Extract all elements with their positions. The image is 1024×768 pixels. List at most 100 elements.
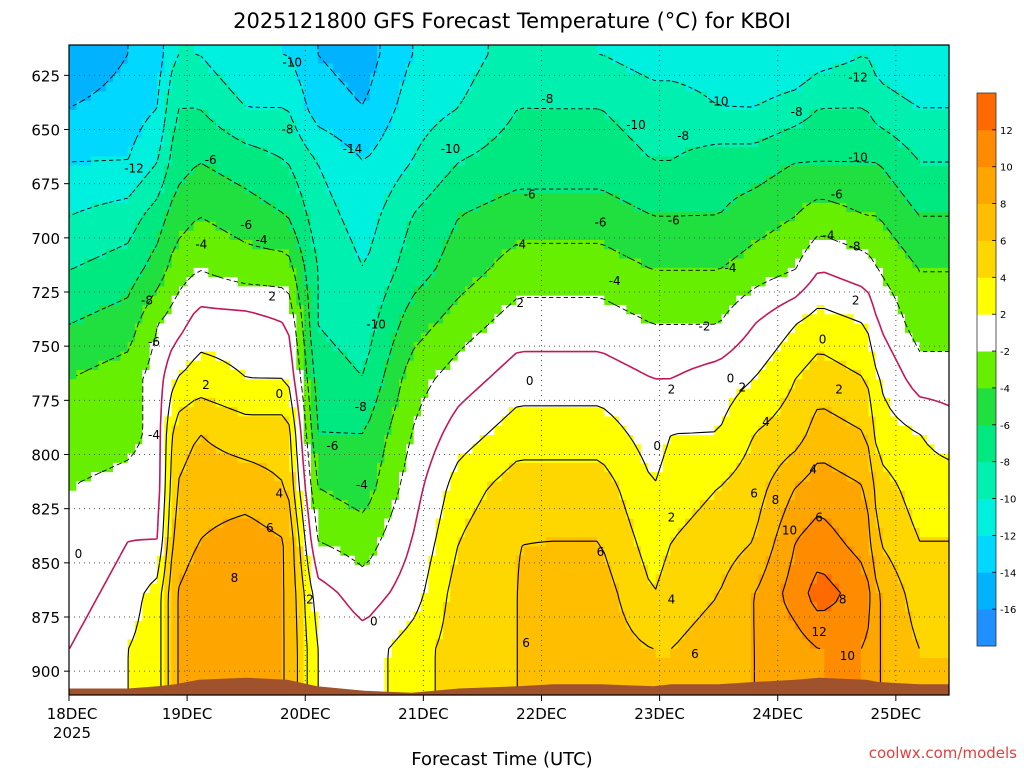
temperature-cell	[245, 565, 253, 575]
temperature-cell	[494, 82, 503, 93]
temperature-cell	[333, 453, 341, 464]
temperature-cell	[465, 267, 473, 278]
temperature-cell	[252, 54, 261, 65]
temperature-cell	[465, 295, 473, 306]
temperature-cell	[406, 221, 415, 232]
temperature-cell	[531, 221, 539, 232]
temperature-cell	[516, 202, 525, 213]
temperature-cell	[494, 360, 503, 371]
temperature-cell	[186, 611, 195, 622]
temperature-cell	[465, 435, 473, 445]
temperature-cell	[340, 286, 349, 297]
temperature-cell	[494, 63, 503, 74]
temperature-cell	[120, 360, 129, 371]
temperature-cell	[538, 147, 547, 158]
temperature-cell	[406, 592, 415, 603]
temperature-cell	[259, 110, 268, 120]
temperature-cell	[340, 72, 349, 83]
temperature-cell	[553, 630, 561, 640]
temperature-cell	[274, 54, 283, 65]
temperature-cell	[362, 630, 371, 640]
temperature-cell	[142, 230, 151, 241]
temperature-cell	[538, 45, 547, 55]
temperature-cell	[157, 63, 165, 74]
temperature-cell	[582, 100, 591, 111]
temperature-cell	[127, 54, 136, 65]
temperature-cell	[113, 360, 121, 371]
temperature-cell	[215, 481, 224, 492]
temperature-cell	[399, 165, 407, 176]
temperature-cell	[142, 258, 151, 269]
temperature-cell	[369, 370, 378, 380]
temperature-cell	[523, 137, 532, 148]
temperature-cell	[340, 444, 349, 455]
temperature-cell	[560, 490, 569, 501]
temperature-cell	[215, 342, 224, 353]
temperature-cell	[281, 472, 290, 483]
temperature-cell	[531, 295, 539, 306]
temperature-cell	[120, 323, 129, 334]
temperature-cell	[457, 555, 466, 566]
temperature-cell	[369, 481, 378, 492]
temperature-cell	[347, 481, 356, 492]
temperature-cell	[406, 527, 415, 538]
temperature-cell	[406, 249, 415, 260]
temperature-cell	[149, 537, 158, 548]
temperature-cell	[193, 425, 202, 436]
temperature-cell	[120, 351, 129, 362]
temperature-cell	[105, 63, 114, 74]
temperature-cell	[201, 351, 209, 362]
temperature-cell	[391, 221, 400, 232]
temperature-cell	[230, 202, 239, 213]
temperature-cell	[465, 277, 473, 288]
temperature-cell	[164, 342, 173, 353]
temperature-cell	[509, 472, 517, 483]
temperature-cell	[105, 128, 114, 139]
temperature-cell	[553, 258, 561, 269]
temperature-cell	[516, 314, 525, 325]
temperature-cell	[377, 54, 385, 65]
temperature-cell	[296, 258, 305, 269]
temperature-cell	[105, 72, 114, 83]
temperature-cell	[296, 202, 305, 213]
temperature-cell	[237, 110, 246, 120]
temperature-cell	[553, 509, 561, 520]
temperature-cell	[186, 500, 195, 510]
temperature-cell	[113, 100, 121, 111]
temperature-cell	[384, 128, 393, 139]
temperature-cell	[149, 657, 158, 668]
temperature-cell	[245, 156, 253, 167]
temperature-cell	[311, 639, 319, 650]
temperature-cell	[318, 175, 327, 185]
temperature-cell	[428, 546, 437, 557]
temperature-cell	[311, 193, 319, 204]
temperature-cell	[582, 379, 591, 390]
temperature-cell	[164, 416, 173, 427]
temperature-cell	[509, 212, 517, 223]
temperature-cell	[113, 620, 121, 631]
temperature-cell	[237, 462, 246, 473]
temperature-cell	[545, 212, 554, 223]
temperature-cell	[538, 518, 547, 529]
temperature-cell	[142, 648, 151, 659]
temperature-cell	[76, 165, 85, 176]
temperature-cell	[113, 648, 121, 659]
temperature-cell	[252, 342, 261, 353]
temperature-cell	[355, 342, 363, 353]
temperature-cell	[83, 323, 92, 334]
temperature-cell	[582, 630, 591, 640]
temperature-cell	[523, 537, 532, 548]
temperature-cell	[325, 100, 334, 111]
temperature-cell	[487, 267, 495, 278]
temperature-cell	[450, 630, 459, 640]
temperature-cell	[186, 295, 195, 306]
temperature-cell	[142, 611, 151, 622]
temperature-cell	[252, 258, 261, 269]
temperature-cell	[303, 45, 312, 55]
temperature-cell	[193, 379, 202, 390]
temperature-cell	[179, 657, 187, 668]
temperature-cell	[567, 676, 576, 687]
temperature-cell	[333, 72, 341, 83]
temperature-cell	[289, 611, 297, 622]
temperature-cell	[377, 509, 385, 520]
